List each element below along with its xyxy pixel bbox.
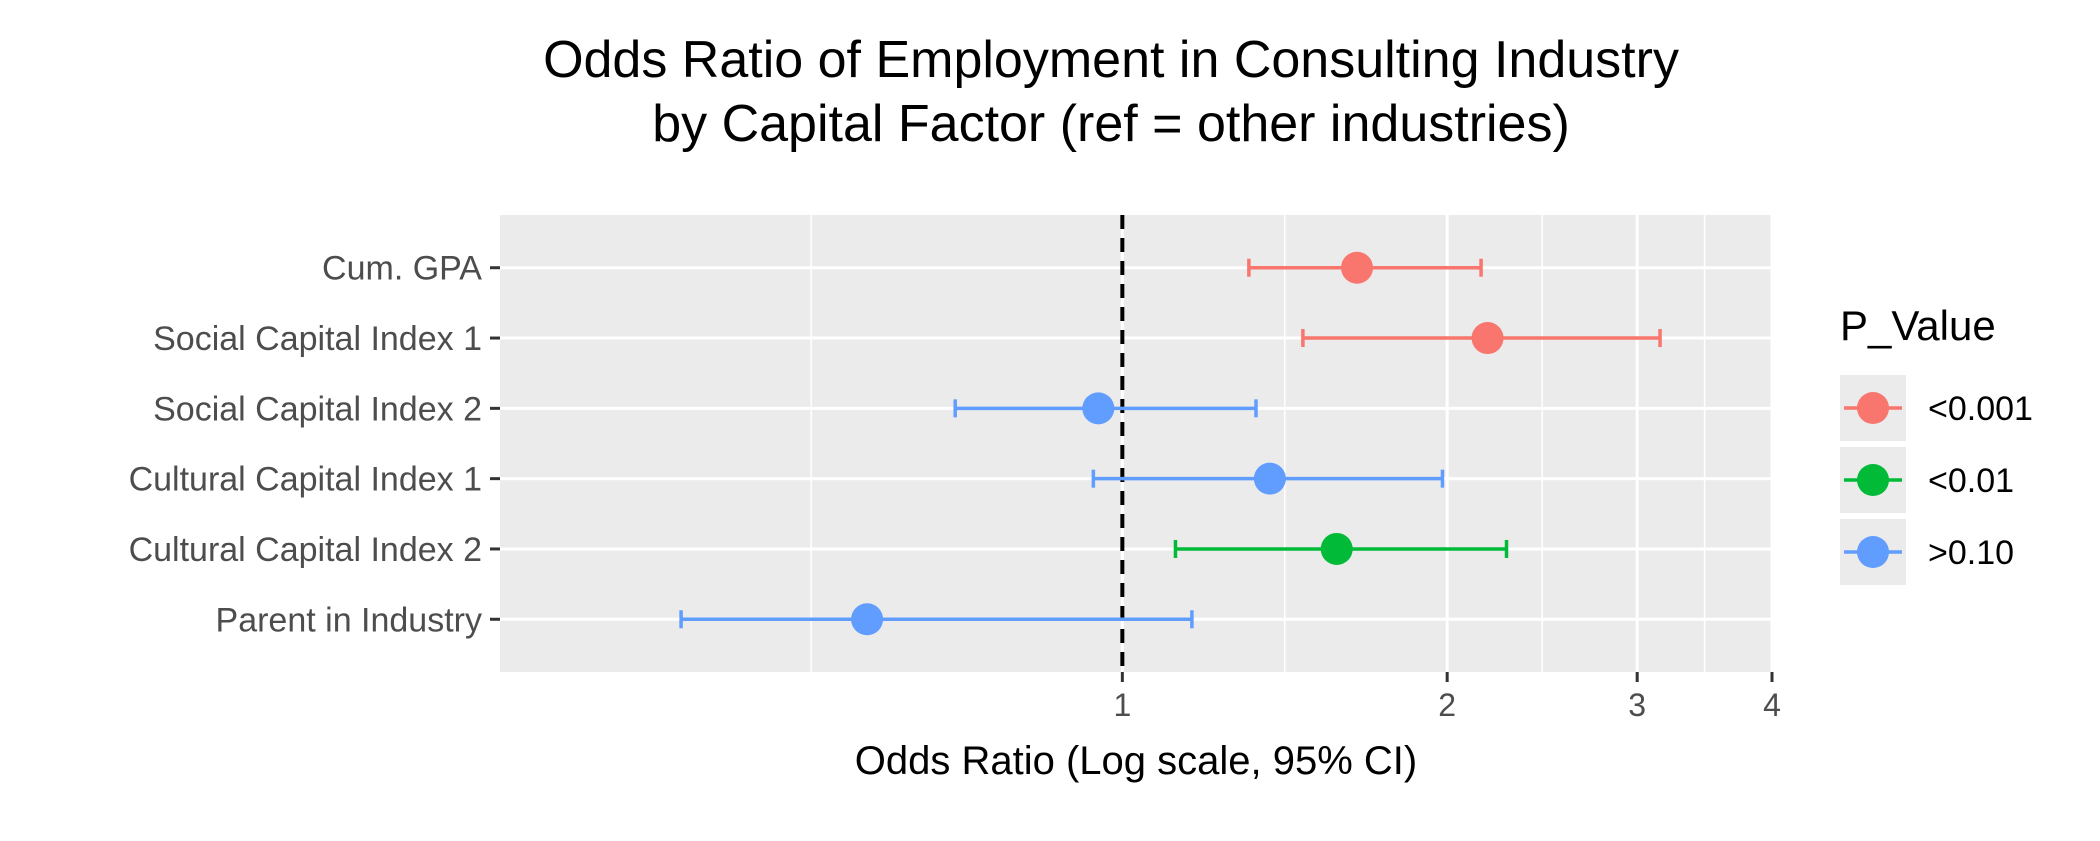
x-tick-label: 2 [1438,687,1456,723]
x-tick-label: 3 [1628,687,1646,723]
category-label: Parent in Industry [216,601,482,639]
odds-ratio-point [1341,251,1374,284]
chart-title-line-1: Odds Ratio of Employment in Consulting I… [543,31,1679,89]
legend-key-point [1857,392,1889,424]
x-axis-title: Odds Ratio (Log scale, 95% CI) [855,739,1417,783]
x-tick-label: 1 [1113,687,1131,723]
x-tick-label: 4 [1763,687,1781,723]
category-label: Social Capital Index 2 [153,390,482,428]
odds-ratio-point [851,603,884,636]
category-label: Social Capital Index 1 [153,320,482,358]
chart-title-line-2: by Capital Factor (ref = other industrie… [652,95,1570,153]
legend-title: P_Value [1840,302,1996,349]
legend-label: >0.10 [1928,534,2014,572]
plot-panel [500,215,1772,672]
odds-ratio-point [1253,462,1286,495]
legend-label: <0.01 [1928,462,2014,500]
chart-title: Odds Ratio of Employment in Consulting I… [0,28,2100,156]
odds-ratio-point [1320,532,1353,565]
category-label: Cultural Capital Index 2 [129,531,482,569]
odds-ratio-point [1082,392,1115,425]
category-label: Cultural Capital Index 1 [129,461,482,499]
legend-key-point [1857,464,1889,496]
category-label: Cum. GPA [322,250,482,288]
legend-key-point [1857,536,1889,568]
odds-ratio-point [1471,322,1504,355]
legend-label: <0.001 [1928,390,2033,428]
